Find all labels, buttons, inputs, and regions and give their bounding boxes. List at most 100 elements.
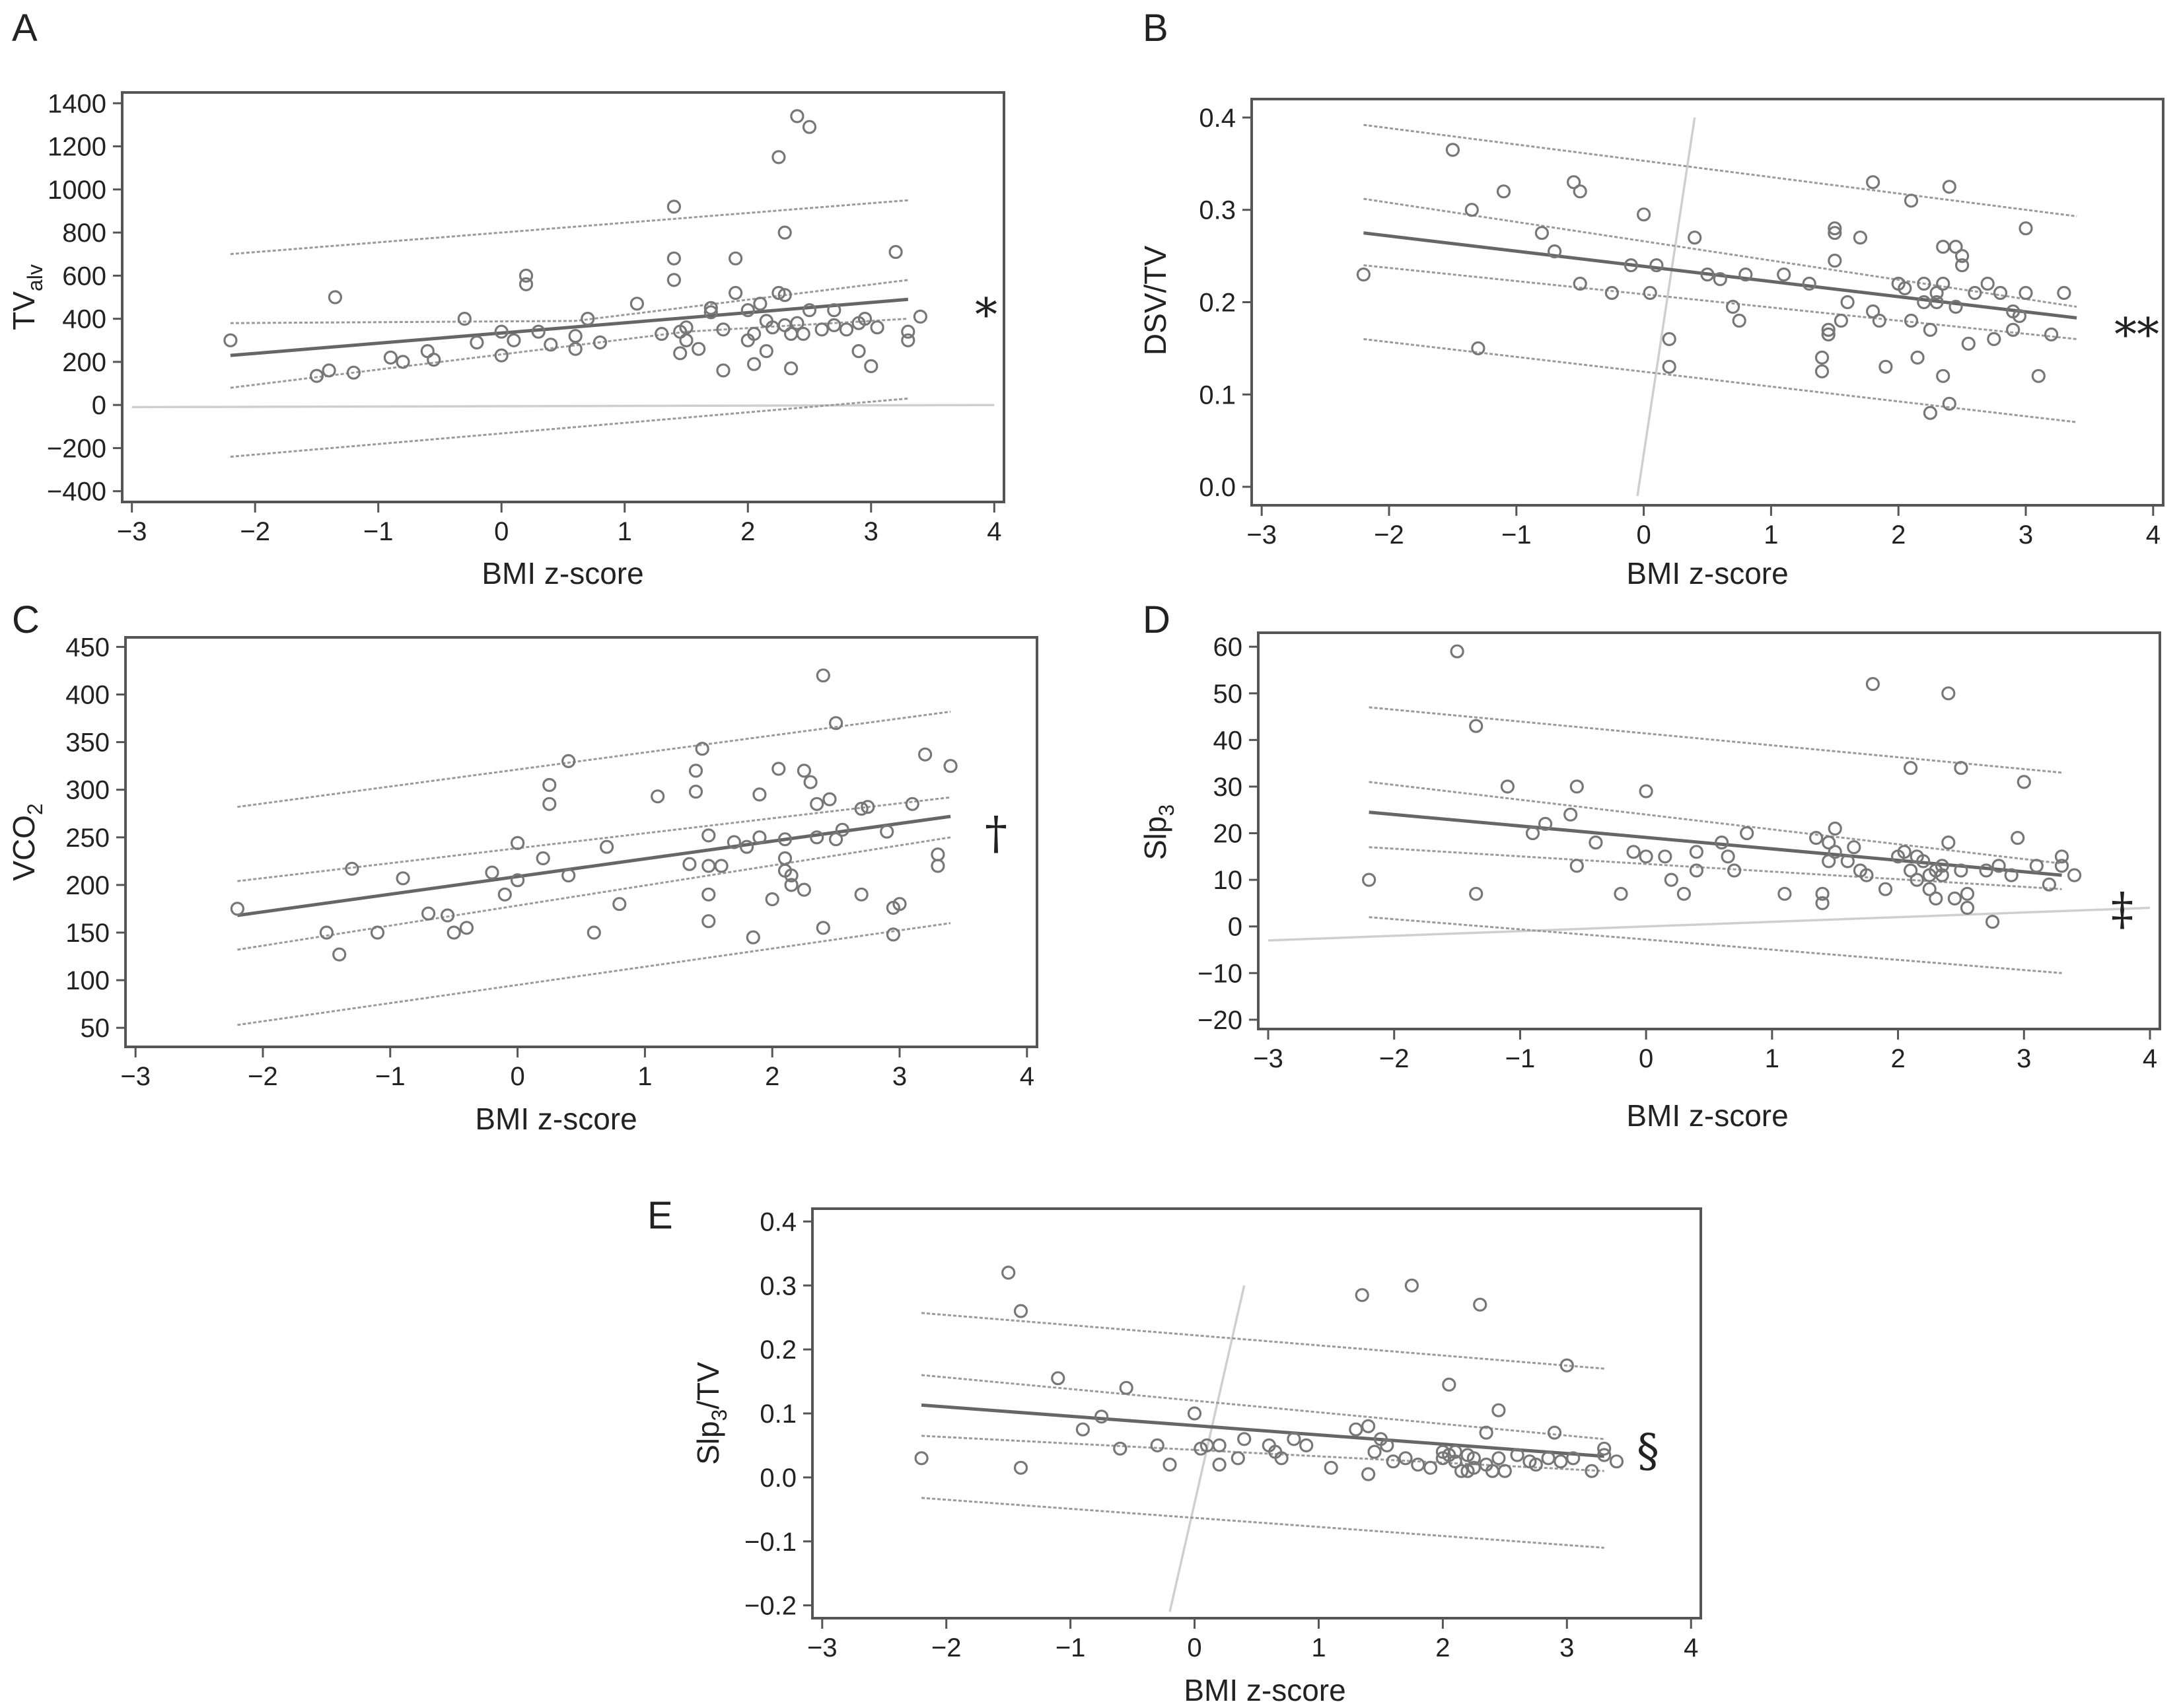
data-point-b (1980, 276, 1995, 291)
data-point-d (1859, 868, 1874, 882)
x-tick-label-c: −3 (120, 1062, 151, 1091)
data-point-d (1809, 830, 1824, 845)
x-tick-label-e: 4 (1684, 1633, 1698, 1662)
data-point-c (695, 742, 709, 756)
ci-lower-d (1369, 846, 2062, 890)
data-point-c (230, 902, 244, 916)
data-point-d (2067, 868, 2082, 882)
ticks-a: −3 −2 −1 0 1 2 3 4 −400 −200 0 200 400 600 800 1000 1200… (47, 89, 1002, 546)
data-point-b (1713, 272, 1727, 287)
data-point-b (1936, 369, 1950, 383)
data-point-d (1721, 849, 1735, 864)
data-point-d (1979, 863, 1993, 878)
data-point-d (1500, 779, 1515, 794)
data-point-d (1828, 845, 1842, 859)
data-point-c (688, 764, 703, 778)
data-point-c (828, 832, 843, 847)
y-tick-label-e: −0.2 (744, 1592, 797, 1621)
data-point-c (727, 835, 742, 849)
data-point-b (1814, 364, 1830, 378)
x-tick-label-b: 3 (2019, 520, 2033, 550)
data-point-a (518, 277, 534, 291)
data-point-d (1689, 845, 1703, 859)
data-point-a (753, 297, 768, 311)
x-tick-label-a: 2 (740, 517, 755, 546)
data-point-a (673, 346, 688, 361)
plot-frame-c (124, 636, 1038, 1048)
data-point-a (864, 359, 878, 374)
y-tick-label-d: 10 (1213, 866, 1243, 895)
data-point-b (1828, 254, 1842, 268)
data-point-d (1469, 886, 1484, 901)
prediction-lower-c (237, 922, 951, 1026)
data-point-b (1993, 285, 2008, 301)
data-point-c (701, 859, 716, 873)
data-point-d (1569, 859, 1584, 873)
data-point-d (1929, 891, 1943, 906)
ci-lower-b (1363, 264, 2077, 340)
reference-line-b (1636, 117, 1696, 497)
x-tick-label-a: 3 (864, 517, 878, 546)
plot-frame-e (811, 1207, 1702, 1619)
data-point-b (1567, 175, 1581, 190)
data-point-d (1639, 849, 1653, 864)
data-point-e (1367, 1444, 1382, 1459)
data-point-c (701, 828, 716, 843)
y-axis-label-b: DSV/TV (1138, 246, 1172, 355)
ci-upper-b (1363, 197, 2077, 308)
x-axis-label-a: BMI z-score (482, 556, 643, 590)
data-point-c (510, 873, 525, 888)
data-point-d (2011, 830, 2025, 845)
data-point-c (771, 762, 786, 776)
data-point-e (1013, 1460, 1028, 1475)
x-tick-label-c: −2 (248, 1062, 278, 1091)
y-tick-label-d: 0 (1228, 913, 1242, 942)
prediction-upper-b (1363, 124, 2077, 217)
data-point-c (835, 822, 849, 837)
data-point-c (777, 832, 793, 847)
data-point-e (1361, 1419, 1376, 1433)
data-point-a (346, 365, 361, 380)
panel-letter-e: E (647, 1194, 673, 1237)
ci-lower-c (237, 836, 951, 951)
ci-upper-a (230, 279, 908, 324)
data-point-b (1840, 295, 1855, 310)
data-point-e (1411, 1457, 1425, 1472)
data-point-b (1949, 299, 1963, 314)
points-d (1362, 644, 2082, 929)
data-point-e (1231, 1451, 1245, 1466)
data-point-a (777, 288, 792, 302)
data-point-c (746, 930, 760, 944)
data-point-b (1534, 226, 1549, 240)
data-point-b (1949, 240, 1963, 254)
data-point-a (666, 199, 682, 214)
data-point-b (1802, 276, 1816, 291)
data-point-a (692, 341, 706, 356)
data-point-b (2044, 327, 2059, 341)
data-point-b (1814, 350, 1830, 365)
data-point-b (1637, 207, 1651, 222)
data-point-b (1732, 313, 1746, 328)
data-point-b (2012, 308, 2026, 324)
data-point-e (1380, 1438, 1394, 1452)
data-point-c (822, 792, 837, 806)
data-point-a (568, 329, 583, 343)
panel-letter-d: D (1143, 598, 1170, 641)
data-point-d (1910, 872, 1924, 887)
data-point-c (421, 906, 436, 921)
y-axis-label-d: Slp3 (1138, 804, 1178, 860)
fit-lines-c (237, 711, 951, 1026)
data-point-d (1985, 914, 2000, 929)
data-point-a (396, 355, 410, 369)
data-point-e (1001, 1265, 1016, 1280)
reference-line-a (131, 404, 995, 409)
panel-letter-b: B (1143, 7, 1168, 50)
data-point-d (1626, 845, 1641, 859)
data-point-e (1299, 1438, 1314, 1452)
x-tick-label-b: 1 (1764, 520, 1778, 550)
data-point-a (771, 150, 786, 164)
data-point-c (861, 800, 875, 814)
significance-marker-d: ‡ (2111, 884, 2133, 936)
x-axis-label-c: BMI z-score (475, 1102, 637, 1136)
